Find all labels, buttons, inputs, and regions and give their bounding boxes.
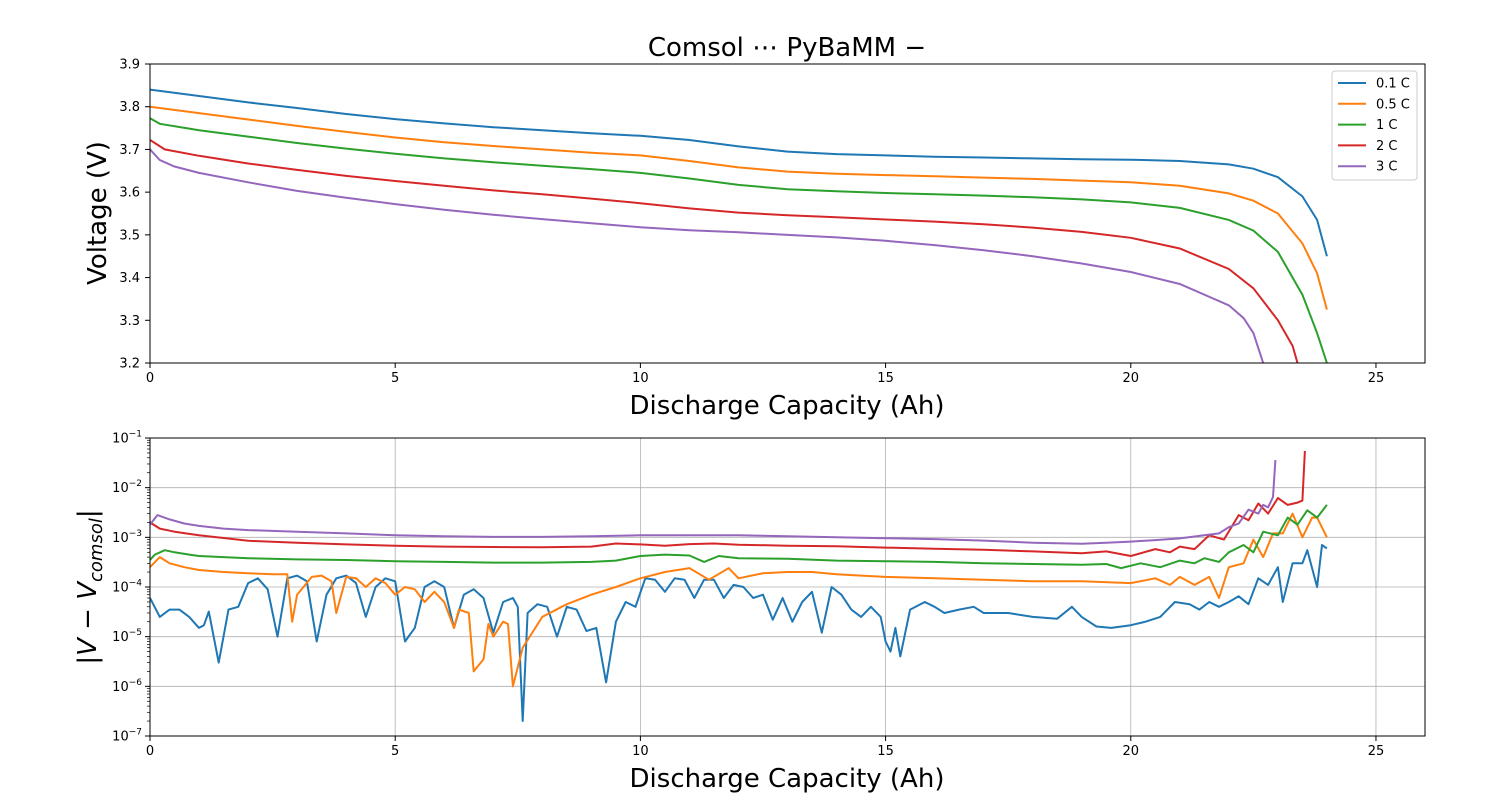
error-x-axis-label: Discharge Capacity (Ah) — [630, 764, 945, 794]
voltage-series-lines — [150, 88, 1328, 363]
error-x-tick-label: 0 — [146, 744, 154, 759]
legend: 0.1 C 0.5 C 1 C 2 C 3 C — [1331, 70, 1418, 181]
error-line-2-c — [150, 450, 1306, 557]
error-x-tick-label: 20 — [1122, 744, 1139, 759]
error-axes: 0 5 10 15 20 25 10−7 10−6 10−5 10−4 10−3 10−2 10−1 — [112, 430, 1426, 759]
error-y-tick-label: 10−1 — [112, 430, 142, 447]
legend-label-1-c: 1 C — [1376, 118, 1397, 133]
error-plot: 0 5 10 15 20 25 10−7 10−6 10−5 10−4 10−3 10−2 10−1 D… — [73, 430, 1426, 794]
voltage-y-tick-label: 3.7 — [119, 143, 140, 158]
voltage-y-tick-label: 3.6 — [119, 186, 140, 201]
legend-label-0-1-c: 0.1 C — [1376, 77, 1410, 92]
error-y-tick-label: 10−5 — [112, 628, 142, 645]
voltage-x-axis-label: Discharge Capacity (Ah) — [630, 391, 945, 421]
error-line-3-c — [150, 459, 1277, 545]
error-line-0-1-c — [150, 544, 1328, 722]
error-x-tick-label: 5 — [391, 744, 399, 759]
voltage-line-0-5-c — [150, 105, 1328, 310]
voltage-y-tick-label: 3.9 — [119, 58, 140, 73]
voltage-y-tick-label: 3.4 — [119, 271, 140, 286]
voltage-y-axis-label: Voltage (V) — [83, 141, 113, 285]
error-y-tick-label: 10−4 — [112, 579, 142, 596]
error-line-1-c — [150, 504, 1328, 570]
voltage-x-tick-label: 10 — [632, 371, 649, 386]
voltage-y-tick-label: 3.8 — [119, 100, 140, 115]
error-x-tick-label: 25 — [1368, 744, 1385, 759]
voltage-x-tick-label: 5 — [391, 371, 399, 386]
voltage-x-tick-label: 0 — [146, 371, 154, 386]
voltage-x-tick-label: 25 — [1368, 371, 1385, 386]
error-x-tick-label: 10 — [632, 744, 649, 759]
voltage-x-tick-label: 20 — [1122, 371, 1139, 386]
voltage-y-tick-label: 3.3 — [119, 314, 140, 329]
voltage-axes: 0 5 10 15 20 25 3.2 3.3 3.4 3.5 3.6 3.7 3.8 3.9 — [119, 58, 1426, 386]
error-series-lines — [150, 450, 1328, 722]
voltage-line-0-1-c — [150, 88, 1328, 257]
voltage-frame — [149, 63, 1426, 364]
error-y-tick-label: 10−3 — [112, 529, 142, 546]
legend-label-3-c: 3 C — [1376, 160, 1397, 175]
error-y-axis-label: |V − Vcomsol| — [73, 509, 107, 664]
error-y-tick-label: 10−7 — [112, 728, 142, 745]
legend-label-0-5-c: 0.5 C — [1376, 97, 1410, 112]
error-y-label-sub: comsol — [86, 518, 107, 582]
error-x-tick-label: 15 — [877, 744, 894, 759]
error-y-tick-label: 10−6 — [112, 678, 142, 695]
voltage-y-tick-label: 3.5 — [119, 228, 140, 243]
voltage-x-tick-label: 15 — [877, 371, 894, 386]
error-y-label-main: |V − V — [73, 580, 103, 665]
voltage-line-2-c — [150, 139, 1299, 363]
legend-label-2-c: 2 C — [1376, 139, 1397, 154]
legend-box — [1331, 70, 1418, 181]
error-y-label-end: | — [73, 509, 103, 518]
error-y-tick-label: 10−2 — [112, 479, 142, 496]
error-line-0-5-c — [150, 512, 1328, 688]
error-grid — [149, 437, 1425, 737]
voltage-plot: 0 5 10 15 20 25 3.2 3.3 3.4 3.5 3.6 3.7 3.8 3.9 Disch… — [83, 58, 1426, 421]
chart-title: Comsol ⋯ PyBaMM − — [648, 33, 926, 63]
voltage-line-3-c — [150, 148, 1265, 363]
voltage-line-1-c — [150, 117, 1328, 363]
voltage-y-tick-label: 3.2 — [119, 357, 140, 372]
